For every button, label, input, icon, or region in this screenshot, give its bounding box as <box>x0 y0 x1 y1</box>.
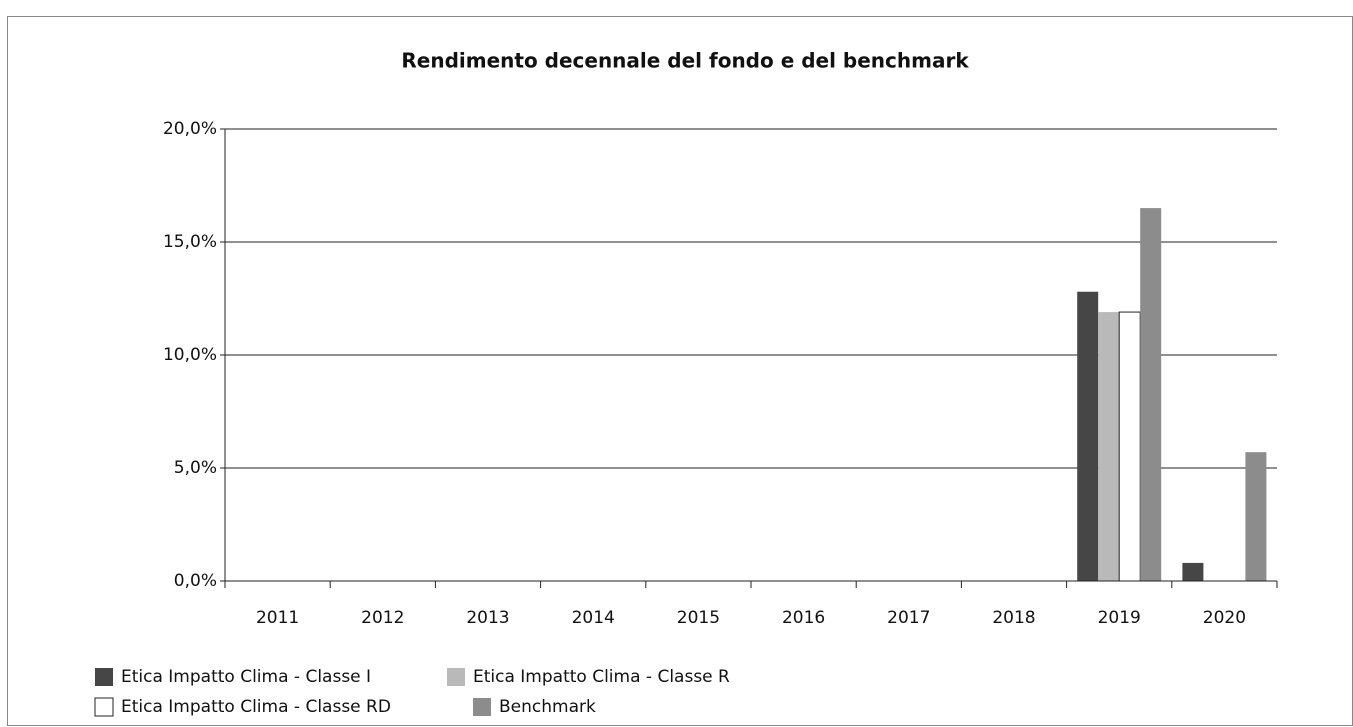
x-tick-label: 2012 <box>361 608 404 628</box>
y-tick-label: 5,0% <box>174 458 217 478</box>
legend-label: Etica Impatto Clima - Classe RD <box>121 697 391 717</box>
x-tick-label: 2014 <box>572 608 615 628</box>
bar <box>1118 311 1141 582</box>
legend-swatch <box>94 697 114 717</box>
x-tick-label: 2017 <box>887 608 930 628</box>
y-tick-label: 0,0% <box>174 571 217 591</box>
legend-swatch <box>447 668 465 686</box>
y-tick-label: 20,0% <box>163 119 217 139</box>
legend-swatch <box>473 698 491 716</box>
y-tick-label: 15,0% <box>163 232 217 252</box>
x-tick-label: 2011 <box>256 608 299 628</box>
bar <box>1098 312 1120 581</box>
legend-label: Etica Impatto Clima - Classe R <box>473 667 730 687</box>
y-tick-label: 10,0% <box>163 345 217 365</box>
legend-swatch <box>95 668 113 686</box>
x-tick-label: 2019 <box>1098 608 1141 628</box>
x-tick-label: 2015 <box>677 608 720 628</box>
legend-label: Etica Impatto Clima - Classe I <box>121 667 371 687</box>
chart-title: Rendimento decennale del fondo e del ben… <box>401 49 969 73</box>
legend-label: Benchmark <box>499 697 596 717</box>
bar <box>1245 452 1267 581</box>
x-tick-label: 2020 <box>1203 608 1246 628</box>
x-tick-label: 2016 <box>782 608 825 628</box>
bar <box>1140 208 1162 581</box>
bar <box>1077 291 1099 581</box>
x-tick-label: 2018 <box>992 608 1035 628</box>
x-tick-label: 2013 <box>466 608 509 628</box>
bar <box>1182 562 1204 581</box>
